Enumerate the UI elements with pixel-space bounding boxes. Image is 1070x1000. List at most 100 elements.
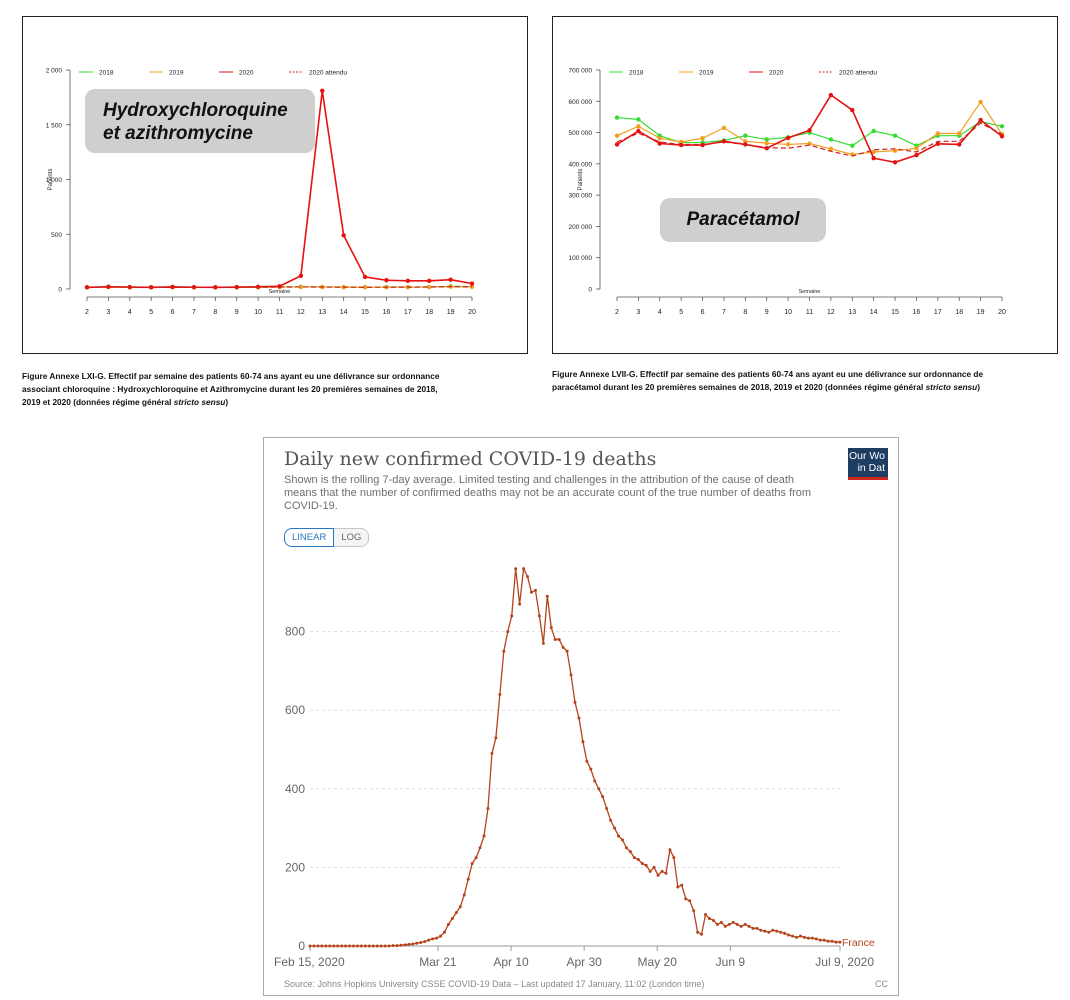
data-point (731, 920, 735, 924)
data-point (668, 848, 672, 852)
data-point (234, 284, 239, 290)
license-link[interactable]: CC (875, 979, 888, 989)
data-point (652, 865, 656, 869)
data-point (502, 649, 506, 653)
x-tick-label: 18 (425, 309, 433, 316)
data-point (764, 137, 769, 142)
caption-left: Figure Annexe LXI-G. Effectif par semain… (22, 370, 528, 409)
data-point (427, 278, 432, 283)
x-tick-label: Mar 21 (419, 955, 457, 969)
data-point (785, 135, 791, 141)
data-point (707, 916, 711, 920)
legend-label: 2020 (769, 70, 784, 77)
data-point (850, 143, 855, 148)
data-point (688, 899, 692, 903)
x-tick-label: 7 (722, 309, 726, 316)
data-point (794, 935, 798, 939)
pill-text: Paracétamol (686, 209, 800, 230)
x-tick-label: 14 (340, 309, 348, 316)
data-point (589, 767, 593, 771)
data-point (704, 913, 708, 917)
pill-line-1: Hydroxychloroquine (103, 100, 288, 121)
legend-label: 2019 (169, 70, 184, 77)
data-point (791, 934, 795, 938)
x-tick-label: 15 (891, 309, 899, 316)
data-point (427, 938, 431, 942)
data-point (328, 944, 332, 948)
scale-toggle: LINEAR LOG (284, 528, 370, 547)
source-note: Source: Johns Hopkins University CSSE CO… (284, 979, 705, 989)
data-point (490, 751, 494, 755)
linear-scale-button[interactable]: LINEAR (284, 528, 335, 547)
data-point (597, 787, 601, 791)
x-tick-label: Jun 9 (716, 955, 746, 969)
x-tick-label: Apr 30 (566, 955, 602, 969)
data-point (822, 938, 826, 942)
data-point (474, 856, 478, 860)
data-point (431, 937, 435, 941)
x-tick-label: 2 (85, 309, 89, 316)
data-point (348, 944, 352, 948)
legend-label: 2018 (629, 70, 644, 77)
y-tick-label: 600 (285, 703, 305, 717)
data-point (526, 575, 530, 579)
y-tick-label: 700 000 (569, 68, 593, 75)
owid-logo[interactable]: Our Wo in Dat (848, 448, 888, 480)
chart-title: Daily new confirmed COVID-19 deaths (284, 448, 657, 470)
y-tick-label: 400 000 (569, 161, 593, 168)
data-point (892, 148, 898, 153)
data-point (442, 930, 446, 934)
x-tick-label: 5 (679, 309, 683, 316)
y-tick-label: 500 (51, 232, 62, 239)
data-point (826, 939, 830, 943)
data-point (678, 139, 684, 145)
data-point (344, 944, 348, 948)
log-scale-button[interactable]: LOG (334, 528, 370, 547)
data-point (384, 278, 389, 283)
y-tick-label: 300 000 (569, 193, 593, 200)
data-point (549, 626, 553, 630)
pill-line-2: et azithromycine (103, 123, 253, 144)
y-tick-label: 1 500 (46, 122, 63, 129)
data-point (320, 88, 325, 94)
caption-right-line-2: paracétamol durant les 20 premières sema… (552, 381, 1064, 394)
data-point (371, 944, 375, 948)
data-point (892, 133, 898, 138)
data-point (696, 930, 700, 934)
y-tick-label: 1 000 (46, 177, 63, 184)
x-tick-label: 16 (913, 309, 921, 316)
data-point (605, 806, 609, 810)
data-point (324, 944, 328, 948)
data-point (775, 929, 779, 933)
data-point (362, 274, 368, 280)
data-point (624, 846, 628, 850)
data-point (405, 278, 411, 283)
caption-text: ) (225, 397, 229, 407)
data-point (557, 637, 561, 641)
data-point (367, 944, 371, 948)
chart-subtitle: Shown is the rolling 7-day average. Limi… (284, 474, 812, 512)
data-point (498, 692, 502, 696)
data-point (601, 795, 605, 799)
x-tick-label: 4 (128, 309, 132, 316)
x-tick-label: 12 (297, 309, 305, 316)
data-point (807, 141, 812, 146)
legend-label: 2019 (699, 70, 714, 77)
data-point (632, 856, 636, 860)
data-point (569, 673, 573, 677)
x-tick-label: 9 (235, 309, 239, 316)
x-tick-label: 10 (254, 309, 262, 316)
data-point (561, 645, 565, 649)
x-tick-label: 17 (934, 309, 942, 316)
data-point (316, 944, 320, 948)
data-point (375, 944, 379, 948)
data-point (828, 146, 834, 152)
data-point (657, 136, 662, 141)
legend-label: 2020 (239, 70, 254, 77)
y-axis-label: Patients (48, 169, 54, 191)
y-tick-label: 100 000 (569, 255, 593, 262)
y-tick-label: 600 000 (569, 99, 593, 106)
caption-right-line-1: Figure Annexe LVII-G. Effectif par semai… (552, 369, 984, 379)
chart-panel-paracetamol: 0 100 000 200 000 300 000 400 000 500 000 600 … (552, 16, 1058, 354)
data-point (362, 285, 368, 290)
